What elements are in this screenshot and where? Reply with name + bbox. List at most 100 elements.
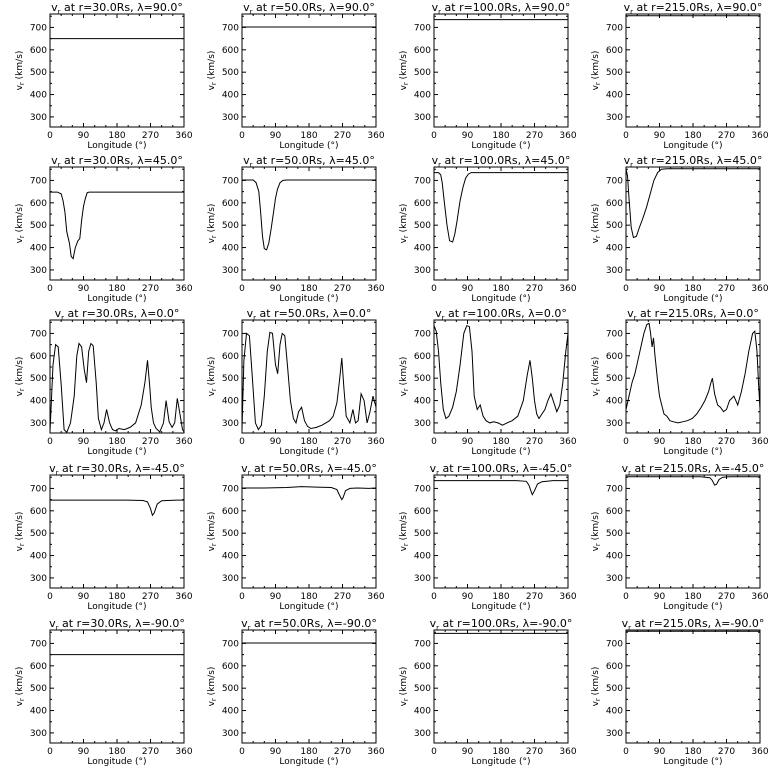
y-tick-label: 700 [414,639,431,649]
panel-title: vr at r=215.0Rs, λ=-45.0° [622,462,765,477]
series-line [241,331,377,431]
x-tick-label: 90 [462,284,474,294]
y-tick-label: 600 [606,199,623,209]
panel-title: vr at r=30.0Rs, λ=90.0° [51,1,183,16]
y-tick-label: 300 [30,266,47,276]
panel-17: vr at r=30.0Rs, λ=-90.0° 0 90 180 270 360 300 4… [15,617,193,767]
panel-title: vr at r=215.0Rs, λ=0.0° [627,307,759,322]
y-tick-label: 500 [30,221,47,231]
x-tick-label: 90 [654,131,666,141]
x-axis-label: Longitude (°) [279,757,338,767]
x-axis-label: Longitude (°) [471,294,530,304]
panel-19: vr at r=100.0Rs, λ=-90.0° 0 90 180 270 360 300… [399,617,577,767]
panel-3: vr at r=100.0Rs, λ=90.0° 0 90 180 270 360 300 4… [399,1,577,151]
y-tick-label: 500 [30,68,47,78]
y-tick-label: 500 [606,68,623,78]
x-tick-label: 180 [300,284,317,294]
panel-4: vr at r=215.0Rs, λ=90.0° 0 90 180 270 360 300 4… [591,1,768,151]
x-tick-label: 180 [684,592,701,602]
x-tick-label: 180 [108,131,125,141]
y-tick-label: 700 [606,23,623,33]
x-tick-label: 270 [334,131,351,141]
x-tick-label: 90 [78,747,90,757]
x-tick-label: 0 [623,131,629,141]
panel-title: vr at r=100.0Rs, λ=-45.0° [430,462,573,477]
y-tick-label: 500 [606,529,623,539]
y-tick-label: 600 [414,352,431,362]
y-tick-label: 700 [606,329,623,339]
y-tick-label: 400 [30,91,47,101]
x-tick-label: 0 [239,131,245,141]
x-tick-label: 180 [300,592,317,602]
x-axis-label: Longitude (°) [663,447,722,457]
x-tick-label: 270 [142,131,159,141]
x-axis-label: Longitude (°) [471,602,530,612]
y-tick-label: 700 [30,176,47,186]
plot-frame [241,13,377,128]
y-tick-label: 500 [222,684,239,694]
y-tick-label: 600 [414,46,431,56]
y-tick-label: 600 [606,352,623,362]
y-tick-label: 300 [30,113,47,123]
y-tick-label: 300 [606,113,623,123]
x-tick-label: 90 [78,592,90,602]
y-tick-label: 400 [606,91,623,101]
x-tick-label: 90 [654,592,666,602]
panel-8: vr at r=215.0Rs, λ=45.0° 0 90 180 270 360 300 4… [591,154,768,304]
y-tick-label: 700 [222,176,239,186]
x-tick-label: 90 [654,437,666,447]
x-tick-label: 360 [559,131,576,141]
x-tick-label: 180 [300,747,317,757]
panel-10: vr at r=50.0Rs, λ=0.0° 0 90 180 270 360 300 400… [207,307,385,457]
y-axis-label: vr (km/s) [207,51,218,91]
panel-title: vr at r=100.0Rs, λ=0.0° [435,307,567,322]
y-tick-label: 300 [222,729,239,739]
x-tick-label: 90 [462,747,474,757]
plot-frame [625,474,761,589]
x-tick-label: 90 [270,592,282,602]
y-axis-label: vr (km/s) [591,51,602,91]
y-tick-label: 300 [222,574,239,584]
series-line [50,499,184,517]
y-tick-label: 400 [606,707,623,717]
y-tick-label: 500 [414,221,431,231]
y-tick-label: 700 [30,329,47,339]
x-tick-label: 180 [492,592,509,602]
x-tick-label: 270 [526,131,543,141]
y-tick-label: 600 [222,507,239,517]
x-axis-label: Longitude (°) [471,141,530,151]
y-tick-label: 700 [222,23,239,33]
x-tick-label: 270 [718,437,735,447]
y-tick-label: 400 [222,244,239,254]
x-tick-label: 360 [559,437,576,447]
series-line [434,172,568,243]
panel-12: vr at r=215.0Rs, λ=0.0° 0 90 180 270 360 300 40… [591,307,768,457]
panel-9: vr at r=30.0Rs, λ=0.0° 0 90 180 270 360 300 400… [15,307,193,457]
y-tick-label: 300 [30,419,47,429]
y-tick-label: 600 [30,46,47,56]
series-line [625,168,760,239]
x-tick-label: 270 [334,747,351,757]
y-tick-label: 400 [30,397,47,407]
x-tick-label: 270 [334,437,351,447]
x-axis-label: Longitude (°) [663,757,722,767]
y-tick-label: 600 [30,199,47,209]
x-tick-label: 180 [492,131,509,141]
x-tick-label: 360 [175,592,192,602]
panel-13: vr at r=30.0Rs, λ=-45.0° 0 90 180 270 360 300 4… [15,462,193,612]
x-tick-label: 180 [684,437,701,447]
y-tick-label: 300 [30,574,47,584]
y-tick-label: 400 [606,244,623,254]
y-tick-label: 700 [606,484,623,494]
x-tick-label: 360 [367,131,384,141]
y-tick-label: 300 [606,419,623,429]
y-tick-label: 600 [222,46,239,56]
x-tick-label: 0 [623,747,629,757]
y-tick-label: 300 [606,574,623,584]
y-tick-label: 500 [30,684,47,694]
x-tick-label: 180 [108,747,125,757]
x-tick-label: 90 [270,747,282,757]
x-tick-label: 0 [431,592,437,602]
y-tick-label: 600 [30,352,47,362]
